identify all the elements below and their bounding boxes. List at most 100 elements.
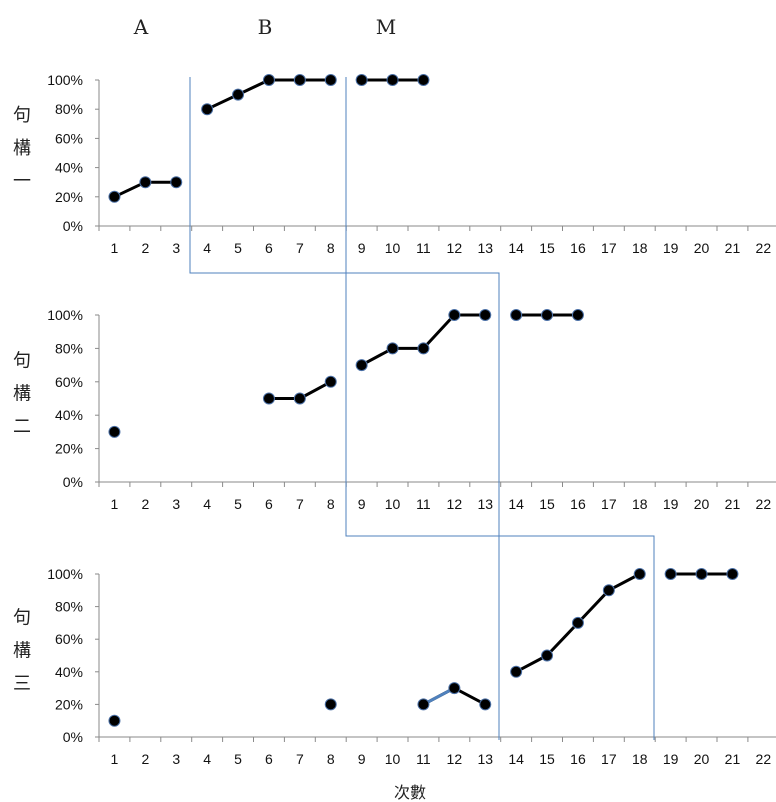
data-point <box>293 392 306 405</box>
data-point <box>448 309 461 321</box>
data-point <box>355 359 368 372</box>
x-tick-label: 19 <box>663 240 679 256</box>
phase-label-m: M <box>376 15 396 39</box>
panel-label-char: 句 <box>13 351 31 372</box>
data-point <box>664 568 677 580</box>
panel-label-char: 構 <box>13 641 31 662</box>
panel-label-char: 三 <box>13 674 31 695</box>
panel-label-char: 一 <box>13 171 31 192</box>
y-tick-label: 20% <box>55 441 83 457</box>
y-tick-label: 80% <box>55 101 83 117</box>
x-tick-label: 12 <box>447 496 463 512</box>
x-tick-label: 2 <box>141 751 149 767</box>
x-tick-label: 9 <box>358 496 366 512</box>
y-tick-label: 40% <box>55 664 83 680</box>
x-tick-label: 3 <box>172 240 180 256</box>
y-tick-label: 0% <box>63 474 83 490</box>
panel-label-char: 二 <box>13 417 31 438</box>
x-tick-label: 2 <box>141 496 149 512</box>
x-tick-label: 11 <box>416 496 431 512</box>
data-point <box>571 309 584 321</box>
y-tick-label: 20% <box>55 696 83 712</box>
x-tick-label: 2 <box>141 240 149 256</box>
x-tick-label: 13 <box>477 751 493 767</box>
data-point <box>417 698 430 711</box>
y-tick-label: 60% <box>55 130 83 146</box>
data-point <box>695 568 708 580</box>
y-tick-label: 40% <box>55 407 83 423</box>
y-tick-label: 80% <box>55 340 83 356</box>
data-point <box>108 425 121 438</box>
data-point <box>417 74 430 86</box>
y-tick-label: 60% <box>55 374 83 390</box>
x-tick-label: 22 <box>756 240 772 256</box>
data-point <box>417 342 430 355</box>
x-tick-label: 10 <box>385 751 401 767</box>
x-tick-label: 21 <box>725 751 741 767</box>
x-tick-label: 21 <box>725 496 741 512</box>
x-tick-label: 16 <box>570 240 586 256</box>
data-point <box>541 649 554 662</box>
data-point <box>108 714 121 727</box>
data-point <box>726 568 739 580</box>
x-tick-label: 7 <box>296 751 304 767</box>
x-tick-label: 10 <box>385 240 401 256</box>
x-tick-label: 14 <box>508 751 524 767</box>
x-tick-label: 21 <box>725 240 741 256</box>
x-tick-label: 6 <box>265 240 273 256</box>
data-point <box>108 190 121 203</box>
phase-change-line-1 <box>189 77 500 740</box>
x-tick-label: 4 <box>203 751 211 767</box>
x-tick-label: 22 <box>756 496 772 512</box>
data-point <box>448 682 461 695</box>
data-point <box>479 309 492 321</box>
y-tick-label: 60% <box>55 631 83 647</box>
data-point <box>324 74 337 86</box>
x-tick-label: 20 <box>694 496 710 512</box>
x-tick-label: 13 <box>477 496 493 512</box>
data-point <box>479 698 492 711</box>
x-tick-label: 15 <box>539 751 555 767</box>
phase-label-b: B <box>258 15 273 39</box>
x-tick-label: 18 <box>632 496 648 512</box>
panel-label-char: 句 <box>13 105 31 126</box>
data-point <box>139 176 152 189</box>
x-tick-label: 7 <box>296 240 304 256</box>
data-point <box>602 584 615 597</box>
x-tick-label: 15 <box>539 496 555 512</box>
series-line <box>360 313 486 367</box>
data-point <box>170 176 183 189</box>
x-tick-label: 12 <box>447 240 463 256</box>
data-point <box>386 74 399 86</box>
x-tick-label: 10 <box>385 496 401 512</box>
x-tick-label: 9 <box>358 240 366 256</box>
y-tick-label: 100% <box>47 566 83 582</box>
x-tick-label: 14 <box>508 240 524 256</box>
x-tick-label: 4 <box>203 240 211 256</box>
x-tick-label: 17 <box>601 496 617 512</box>
x-tick-label: 11 <box>416 751 431 767</box>
data-point <box>633 568 646 580</box>
y-tick-label: 0% <box>63 729 83 745</box>
x-tick-label: 13 <box>477 240 493 256</box>
x-tick-label: 15 <box>539 240 555 256</box>
phase-change-line-2 <box>345 77 655 740</box>
data-point <box>201 103 214 116</box>
x-tick-label: 1 <box>111 496 119 512</box>
y-tick-label: 100% <box>47 72 83 88</box>
y-tick-label: 20% <box>55 189 83 205</box>
data-point <box>355 74 368 86</box>
data-point <box>293 74 306 86</box>
data-point <box>262 74 275 86</box>
x-tick-label: 16 <box>570 751 586 767</box>
data-point <box>386 342 399 355</box>
x-axis-title: 次數 <box>394 783 426 802</box>
data-point <box>571 616 584 629</box>
data-point <box>510 665 523 678</box>
data-point <box>324 375 337 388</box>
phase-label-a: A <box>133 15 149 39</box>
panel-label-char: 句 <box>13 608 31 629</box>
x-tick-label: 6 <box>265 496 273 512</box>
data-point <box>541 309 554 321</box>
